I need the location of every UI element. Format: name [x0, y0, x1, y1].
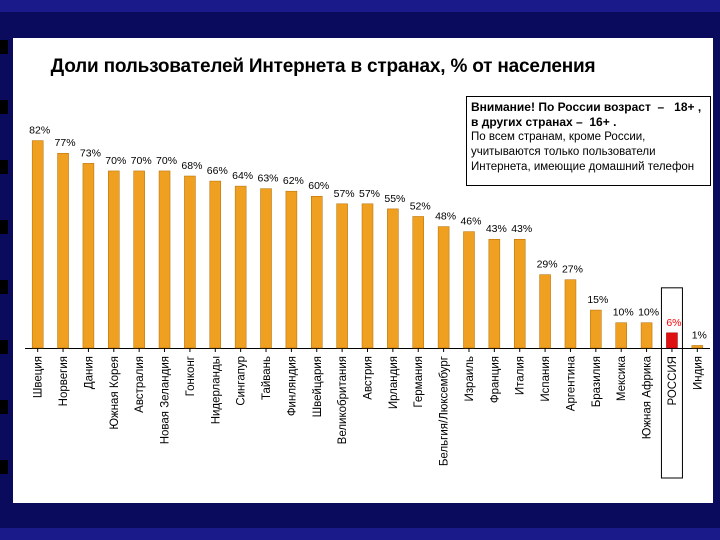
value-label-14: 55%	[384, 193, 405, 205]
value-label-15: 52%	[410, 200, 431, 212]
value-label-13: 57%	[359, 188, 380, 200]
value-label-3: 70%	[105, 155, 126, 167]
category-label-0: Швеция	[33, 356, 45, 398]
bar-17	[463, 231, 475, 349]
category-label-8: Сингапур	[236, 356, 248, 406]
category-label-18: Франция	[489, 356, 501, 403]
bar-6	[184, 175, 196, 349]
bar-25	[666, 332, 678, 349]
value-label-17: 46%	[460, 216, 481, 228]
category-label-16: Бельгия/Люксембург	[439, 356, 451, 466]
value-label-25: 6%	[666, 317, 681, 329]
bar-18	[488, 238, 501, 349]
note-line-1: Внимание! По России возраст – 18+ ,	[471, 100, 702, 114]
category-label-6: Гонконг	[185, 356, 197, 396]
category-label-23: Мексика	[616, 355, 628, 401]
value-label-11: 60%	[308, 180, 329, 192]
bar-1	[57, 152, 69, 349]
chart-title: Доли пользователей Интернета в странах, …	[50, 56, 596, 77]
bar-13	[361, 203, 374, 349]
bar-16	[437, 226, 450, 349]
left-edge-decoration	[0, 40, 8, 510]
bar-5	[158, 170, 171, 349]
value-label-2: 73%	[80, 147, 101, 159]
bar-15	[412, 216, 424, 349]
bar-0	[31, 140, 44, 349]
bar-24	[640, 322, 653, 349]
bar-9	[260, 188, 272, 349]
value-label-6: 68%	[181, 160, 202, 172]
category-label-21: Аргентина	[565, 355, 577, 411]
category-label-7: Нидерланды	[210, 356, 222, 424]
bar-14	[387, 208, 399, 349]
value-label-4: 70%	[131, 155, 152, 167]
bar-8	[234, 185, 247, 349]
category-label-11: Швейцария	[312, 356, 324, 417]
bar-2	[82, 163, 95, 349]
category-label-12: Великобритания	[337, 356, 349, 444]
bottom-border	[0, 528, 720, 540]
value-label-18: 43%	[486, 223, 507, 235]
bar-7	[209, 180, 222, 349]
value-label-0: 82%	[29, 125, 50, 137]
value-label-21: 27%	[562, 264, 583, 276]
value-label-7: 66%	[207, 165, 228, 177]
category-label-3: Южная Корея	[109, 356, 121, 430]
value-label-5: 70%	[156, 155, 177, 167]
bar-10	[285, 190, 298, 349]
category-label-26: Индия	[692, 356, 704, 390]
category-label-1: Норвегия	[58, 356, 70, 406]
note-box: Внимание! По России возраст – 18+ , в др…	[466, 96, 711, 186]
bar-22	[590, 309, 602, 349]
category-label-2: Дания	[83, 356, 95, 389]
category-label-24: Южная Африка	[642, 355, 654, 439]
bar-23	[615, 322, 627, 349]
bar-11	[311, 195, 323, 349]
note-line-2: в других странах – 16+ .	[471, 115, 617, 129]
value-label-8: 64%	[232, 170, 253, 182]
note-line-3: По всем странам, кроме России, учитывают…	[471, 131, 695, 173]
chart-panel: Доли пользователей Интернета в странах, …	[13, 38, 713, 503]
category-label-17: Израиль	[464, 356, 476, 401]
value-label-19: 43%	[511, 223, 532, 235]
category-label-15: Германия	[413, 356, 425, 408]
bar-12	[336, 203, 348, 349]
bar-3	[108, 170, 120, 349]
value-label-26: 1%	[692, 329, 707, 341]
value-label-23: 10%	[613, 307, 634, 319]
bar-4	[133, 170, 145, 349]
category-label-22: Бразилия	[591, 356, 603, 407]
category-label-25: РОССИЯ	[667, 356, 679, 406]
value-label-10: 62%	[283, 175, 304, 187]
category-label-9: Тайвань	[261, 356, 273, 400]
bar-21	[564, 279, 577, 349]
category-label-19: Италия	[515, 356, 527, 395]
bar-26	[691, 345, 704, 349]
top-border	[0, 0, 720, 12]
value-label-12: 57%	[334, 188, 355, 200]
highlight-frame	[660, 287, 683, 479]
value-label-16: 48%	[435, 211, 456, 223]
value-label-24: 10%	[638, 307, 659, 319]
category-label-14: Ирландия	[388, 356, 400, 409]
bar-19	[513, 238, 526, 349]
value-label-20: 29%	[537, 259, 558, 271]
category-label-4: Австралия	[134, 356, 146, 413]
value-label-22: 15%	[587, 294, 608, 306]
value-label-9: 63%	[258, 173, 279, 185]
category-label-10: Финляндия	[286, 356, 298, 416]
category-label-5: Новая Зеландия	[160, 356, 172, 444]
value-label-1: 77%	[55, 137, 76, 149]
bar-20	[539, 274, 551, 349]
category-label-20: Испания	[540, 356, 552, 402]
bar-chart: 82% Швеция 77% Норвегия 73% Дания 70% Южная Кор…	[25, 125, 710, 479]
category-label-13: Австрия	[363, 356, 375, 400]
